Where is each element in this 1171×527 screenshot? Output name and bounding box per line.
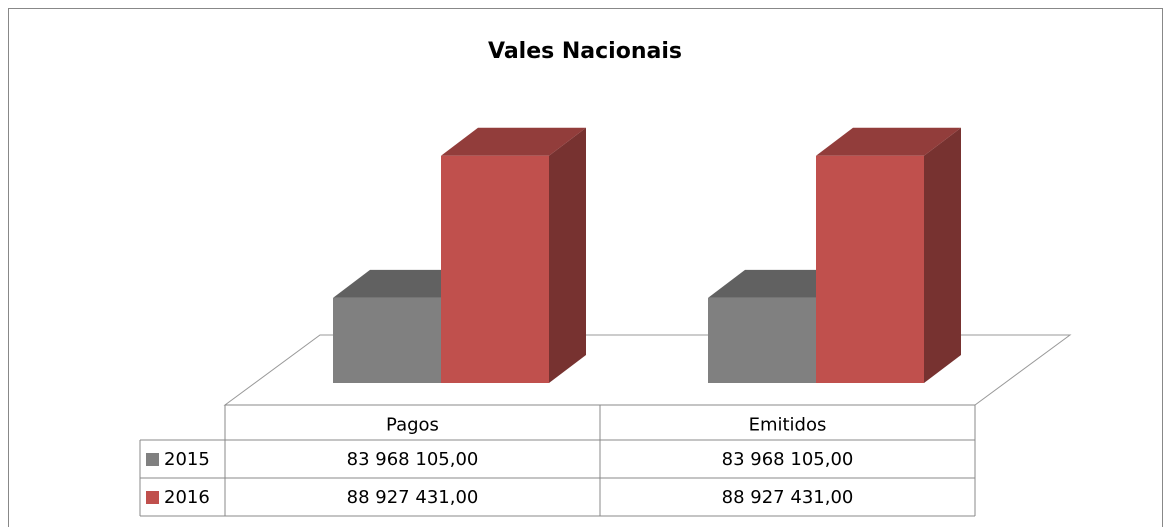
value-label: 88 927 431,00 [347, 487, 479, 508]
chart-frame [8, 8, 1163, 527]
value-label: 88 927 431,00 [722, 487, 854, 508]
bar-front [816, 155, 924, 383]
bar-side [549, 127, 586, 383]
value-label: 83 968 105,00 [347, 449, 479, 470]
value-label: 83 968 105,00 [722, 449, 854, 470]
bar-front [441, 155, 549, 383]
bar-top [441, 127, 586, 156]
bar-front [708, 297, 816, 383]
legend-swatch [146, 491, 159, 504]
legend-swatch [146, 453, 159, 466]
bar [441, 127, 586, 383]
category-label: Pagos [386, 415, 439, 436]
bar-top [816, 127, 961, 156]
bar-front [333, 297, 441, 383]
bar-side [924, 127, 961, 383]
legend-label: 2015 [164, 449, 210, 470]
category-label: Emitidos [749, 415, 827, 436]
chart-title: Vales Nacionais [488, 39, 682, 64]
legend-label: 2016 [164, 487, 210, 508]
bar [816, 127, 961, 383]
